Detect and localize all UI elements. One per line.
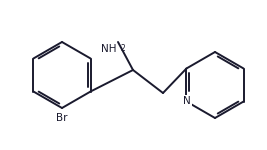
Text: N: N <box>183 96 190 106</box>
Text: Br: Br <box>56 113 68 123</box>
Text: NH: NH <box>100 44 116 54</box>
Text: 2: 2 <box>120 44 125 53</box>
